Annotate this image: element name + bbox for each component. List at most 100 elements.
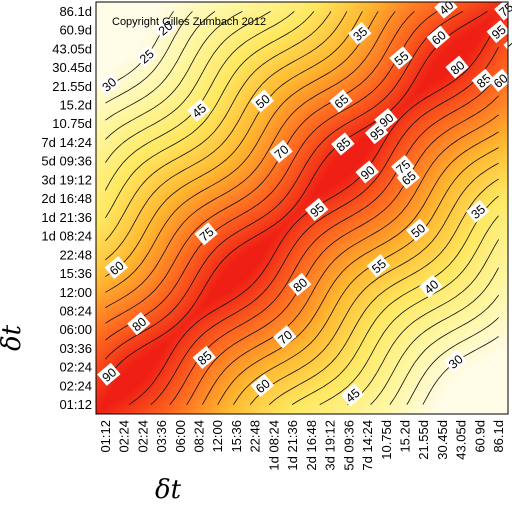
contour-label-bg (426, 25, 451, 49)
contour-label-bg (273, 325, 297, 349)
contour-label-bg (488, 68, 512, 92)
contour-label: 55 (389, 46, 413, 70)
contour-label: 55 (366, 254, 391, 278)
contour-label-bg (194, 222, 218, 246)
y-tick-label: 1d 08:24 (41, 229, 92, 244)
contour-label: 30 (443, 349, 467, 373)
y-tick-label: 43.05d (52, 41, 92, 56)
contour-line-55 (105, 11, 499, 405)
y-tick-label: 15:36 (59, 266, 92, 281)
contour-label: 60 (426, 25, 451, 49)
contour-label-bg (355, 160, 379, 184)
contour-label: 85 (331, 132, 355, 156)
copyright-text: Copyright Gilles Zumbach 2012 (112, 16, 266, 28)
y-tick-label: 10.75d (52, 116, 92, 131)
contour-label-bg (503, 33, 512, 57)
contour-line-35 (105, 11, 499, 405)
contour-label-bg (486, 20, 510, 44)
y-tick-label: 15.2d (59, 98, 92, 113)
contour-label-bg (389, 46, 413, 70)
x-tick-label: 22:48 (248, 420, 263, 453)
y-tick-label: 86.1d (59, 4, 92, 19)
heatmap-surface (96, 2, 508, 414)
contour-label-bg (419, 274, 443, 298)
y-axis-title: δt (0, 324, 27, 351)
contour-label-bg (391, 154, 415, 178)
contour-label: 70 (273, 325, 297, 349)
contour-label: 90 (355, 160, 379, 184)
contour-label: 95 (486, 20, 510, 44)
y-tick-label: 08:24 (59, 304, 92, 319)
contour-line-85 (105, 11, 499, 405)
x-tick-label: 86.1d (491, 420, 506, 453)
contour-line-50 (105, 11, 499, 405)
contour-label-bg (364, 121, 389, 145)
contour-label: 20 (153, 16, 177, 40)
x-tick-label: 7d 14:24 (360, 420, 375, 471)
contour-line-45 (105, 11, 499, 405)
contour-label-bg (329, 89, 353, 113)
contour-line-95 (105, 11, 499, 405)
contour-label-bg (250, 89, 275, 113)
x-tick-label: 01:12 (98, 420, 113, 453)
y-tick-label: 02:24 (59, 360, 92, 375)
contour-label-bg (269, 139, 293, 163)
contour-label: 80 (288, 272, 312, 296)
y-tick-label: 01:12 (59, 397, 92, 412)
contour-label-bg (186, 98, 211, 122)
contour-label-bg (443, 349, 467, 373)
contour-label-bg (153, 16, 177, 40)
x-tick-label: 43.05d (454, 420, 469, 460)
y-tick-label: 1d 21:36 (41, 210, 92, 225)
y-tick-label: 21.55d (52, 79, 92, 94)
contour-label: 35 (348, 21, 372, 45)
contour-label-bg (331, 132, 355, 156)
y-tick-label: 06:00 (59, 322, 92, 337)
contour-label-bg (465, 199, 490, 223)
y-tick-label: 60.9d (59, 23, 92, 38)
contour-label: 65 (396, 166, 421, 190)
contour-label: 80 (445, 55, 469, 79)
x-tick-label: 15.2d (398, 420, 413, 453)
contour-label: 35 (465, 199, 490, 223)
contour-label: 85 (471, 68, 496, 92)
contour-label-text: 70 (506, 36, 512, 56)
x-tick-label: 15:36 (229, 420, 244, 453)
y-tick-label: 5d 09:36 (41, 154, 92, 169)
contour-label-bg (127, 312, 151, 336)
contour-line-25 (105, 11, 499, 405)
y-tick-label: 2d 16:48 (41, 191, 92, 206)
contour-label-bg (134, 44, 158, 68)
y-tick-label: 12:00 (59, 285, 92, 300)
contour-label-bg (104, 255, 128, 280)
contour-label: 60 (488, 68, 512, 92)
x-tick-label: 06:00 (173, 420, 188, 453)
x-tick-label: 02:24 (117, 420, 132, 453)
x-tick-label: 12:00 (210, 420, 225, 453)
contour-line-75 (105, 11, 499, 405)
y-tick-label: 02:24 (59, 378, 92, 393)
contour-label: 75 (194, 222, 218, 246)
contour-label: 30 (97, 72, 121, 96)
x-tick-label: 1d 08:24 (266, 420, 281, 471)
x-tick-label: 03:36 (154, 420, 169, 453)
x-tick-label: 1d 21:36 (285, 420, 300, 471)
x-tick-labels: 01:12 02:24 02:24 03:36 06:00 08:24 12:00 15:36… (98, 420, 506, 471)
x-tick-label: 60.9d (472, 420, 487, 453)
contour-label: 70 (269, 139, 293, 163)
x-tick-label: 30.45d (435, 420, 450, 460)
contour-label: 65 (329, 89, 353, 113)
contour-label-bg (192, 345, 216, 369)
contour-label: 40 (419, 274, 443, 298)
y-tick-label: 22:48 (59, 247, 92, 262)
plot-frame (95, 1, 509, 415)
contour-label: 50 (250, 89, 275, 113)
x-tick-label: 3d 19:12 (323, 420, 338, 471)
contour-label: 85 (192, 345, 216, 369)
contour-label: 45 (186, 98, 211, 122)
contour-label-bg (288, 272, 312, 296)
x-tick-label: 21.55d (416, 420, 431, 460)
contour-label-bg (97, 72, 121, 96)
